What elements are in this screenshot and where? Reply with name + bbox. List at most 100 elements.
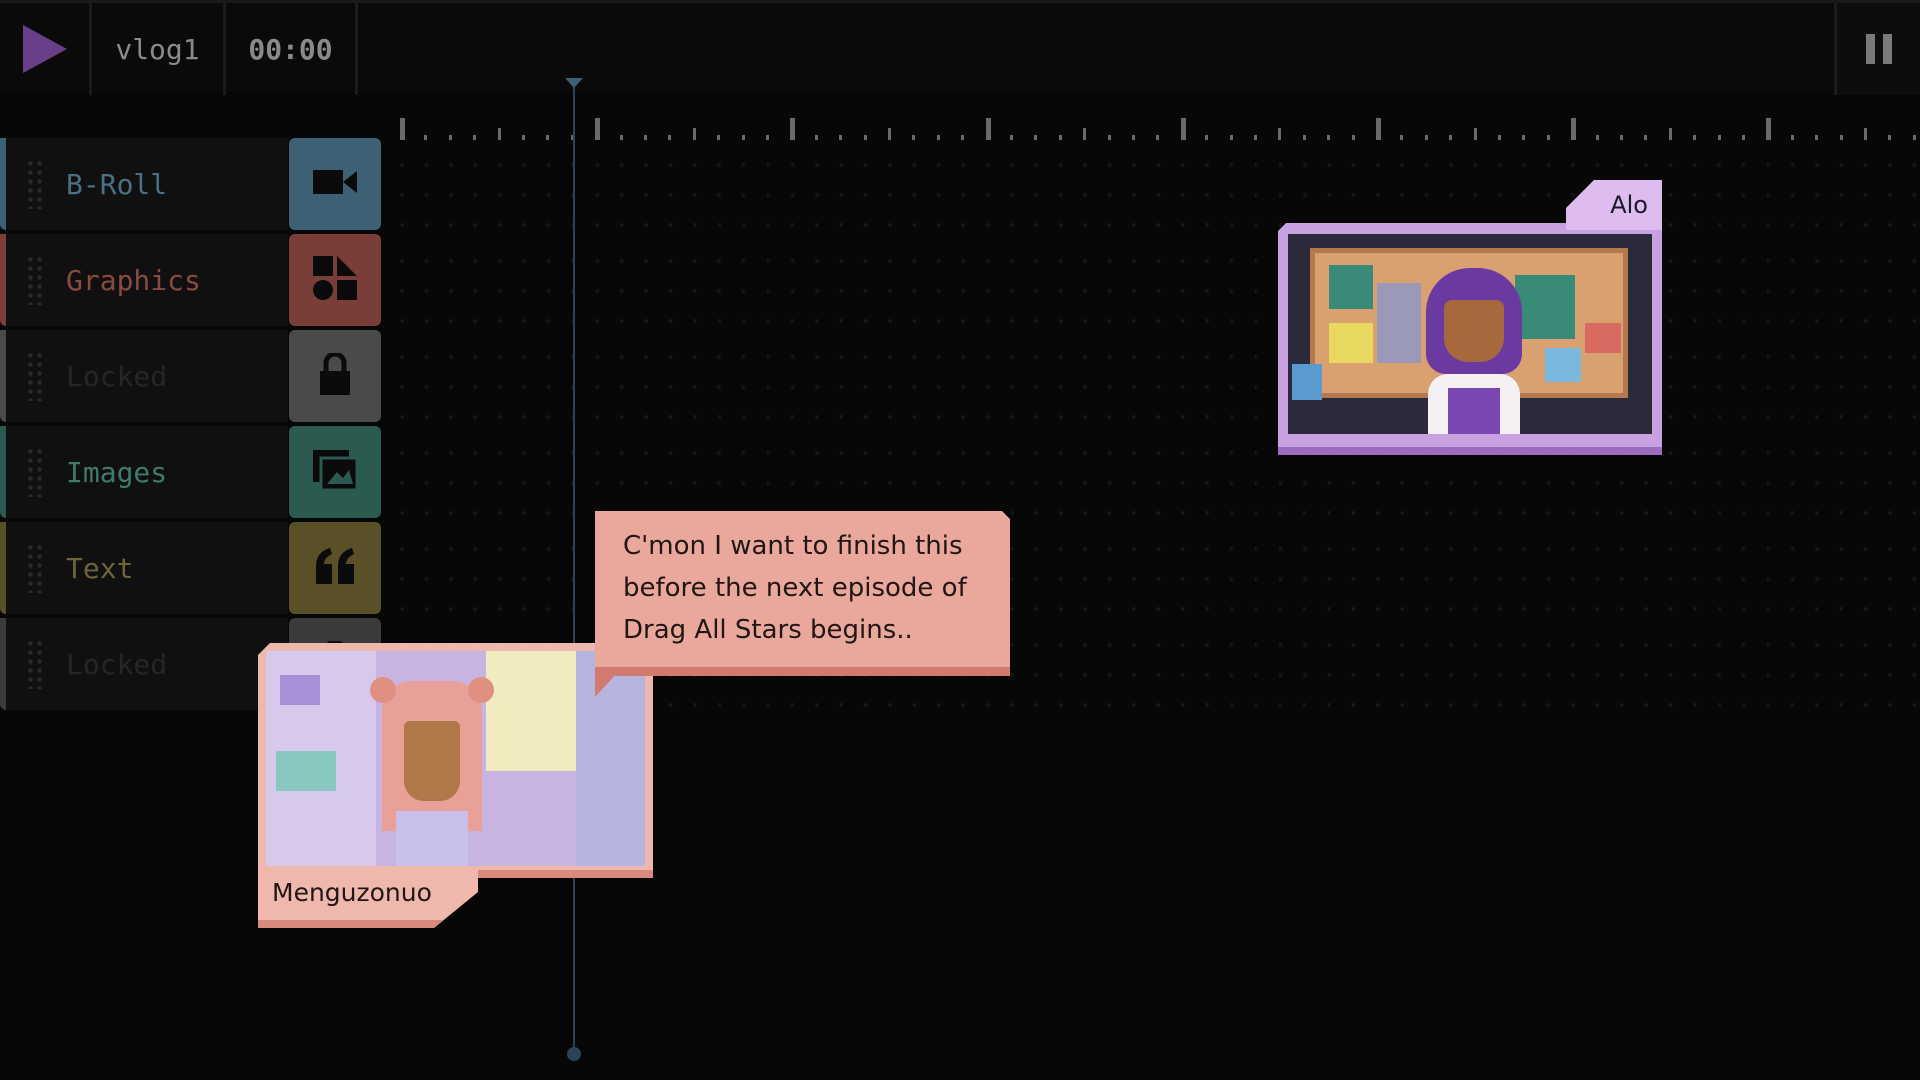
track-lane[interactable] [390,138,1920,230]
pause-icon [1865,34,1875,64]
track-header[interactable]: Graphics [0,234,288,326]
ruler-minor-tick [1278,128,1282,140]
track-icon-button[interactable] [289,426,381,518]
ruler-minor-tick [448,135,452,140]
ruler-minor-tick [1498,135,1501,140]
ruler-minor-tick [668,135,672,140]
ruler-minor-tick [644,135,647,140]
track-lane[interactable] [390,426,1920,518]
track-lane[interactable] [390,330,1920,422]
ruler-minor-tick [936,135,940,140]
track-icon-button[interactable] [289,330,381,422]
track-header[interactable]: Locked [0,330,288,422]
ruler-minor-tick [1058,135,1062,140]
top-bar: vlog1 00:00 [0,0,1920,95]
ruler-minor-tick [1473,128,1477,140]
ruler-minor-tick [1815,135,1819,140]
track-label: Images [66,455,168,489]
ruler-major-tick [1376,118,1381,140]
ruler-minor-tick [1864,128,1867,140]
ruler-major-tick [1180,118,1186,140]
ruler-minor-tick [1449,135,1453,140]
ruler-minor-tick [522,135,525,140]
drag-handle-icon[interactable] [26,255,44,305]
ruler-minor-tick [1229,135,1233,140]
ruler-minor-tick [1424,135,1428,140]
ruler-minor-tick [692,128,696,140]
speaker-name-menguzonuo: Menguzonuo [258,868,478,928]
ruler-minor-tick [1839,135,1843,140]
ruler-minor-tick [1132,135,1135,140]
ruler-minor-tick [1327,135,1331,140]
ruler-minor-tick [766,135,769,140]
timeline-ruler[interactable] [400,112,1920,140]
ruler-major-tick [400,118,405,140]
ruler-major-tick [1766,118,1772,140]
play-button[interactable] [0,3,92,95]
dialogue-text: C'mon I want to finish this before the n… [623,531,967,645]
speaker-name-alo: Alo [1566,180,1662,230]
ruler-major-tick [790,118,796,140]
track-label: Locked [66,647,168,681]
lock-icon [318,351,352,399]
ruler-minor-tick [912,135,916,140]
speaker-card-menguzonuo: Menguzonuo [258,643,653,928]
ruler-minor-tick [1717,135,1721,140]
ruler-minor-tick [1107,135,1111,140]
pause-button[interactable] [1834,3,1920,95]
ruler-minor-tick [1620,135,1623,140]
ruler-major-tick [595,118,601,140]
playhead[interactable] [573,82,575,1054]
drag-handle-icon[interactable] [26,543,44,593]
track-header[interactable]: Locked [0,618,288,710]
ruler-minor-tick [1790,135,1794,140]
track-row[interactable]: Images [0,426,1920,518]
track-lane[interactable] [390,234,1920,326]
track-header[interactable]: Text [0,522,288,614]
ruler-minor-tick [814,135,818,140]
ruler-minor-tick [888,128,891,140]
track-label: B-Roll [66,167,168,201]
ruler-minor-tick [1546,135,1550,140]
drag-handle-icon[interactable] [26,159,44,209]
track-icon-button[interactable] [289,522,381,614]
ruler-minor-tick [497,128,501,140]
ruler-minor-tick [424,135,428,140]
track-row[interactable]: Locked [0,330,1920,422]
image-icon [313,450,359,494]
track-row[interactable]: B-Roll [0,138,1920,230]
ruler-minor-tick [1742,135,1745,140]
timecode: 00:00 [226,3,358,95]
playhead-end [567,1047,581,1061]
track-icon-button[interactable] [289,234,381,326]
track-header[interactable]: Images [0,426,288,518]
track-label: Graphics [66,263,201,297]
ruler-minor-tick [1400,135,1404,140]
track-row[interactable]: Graphics [0,234,1920,326]
ruler-minor-tick [1205,135,1209,140]
drag-handle-icon[interactable] [26,639,44,689]
drag-handle-icon[interactable] [26,447,44,497]
quote-icon [312,548,358,588]
track-icon-button[interactable] [289,138,381,230]
ruler-minor-tick [546,135,550,140]
ruler-minor-tick [619,135,623,140]
track-label: Text [66,551,134,585]
ruler-major-tick [1571,118,1577,140]
ruler-minor-tick [1010,135,1013,140]
ruler-minor-tick [1888,135,1892,140]
speech-bubble: C'mon I want to finish this before the n… [595,511,1010,697]
alo-portrait [1288,234,1652,434]
shapes-icon [313,256,357,304]
drag-handle-icon[interactable] [26,351,44,401]
ruler-minor-tick [1912,135,1916,140]
ruler-minor-tick [1083,128,1087,140]
ruler-minor-tick [1595,135,1599,140]
play-icon [22,25,67,73]
ruler-minor-tick [741,135,745,140]
ruler-minor-tick [473,135,477,140]
menguzonuo-portrait [266,651,645,866]
track-header[interactable]: B-Roll [0,138,288,230]
playhead-handle[interactable] [565,78,583,88]
ruler-minor-tick [863,135,867,140]
